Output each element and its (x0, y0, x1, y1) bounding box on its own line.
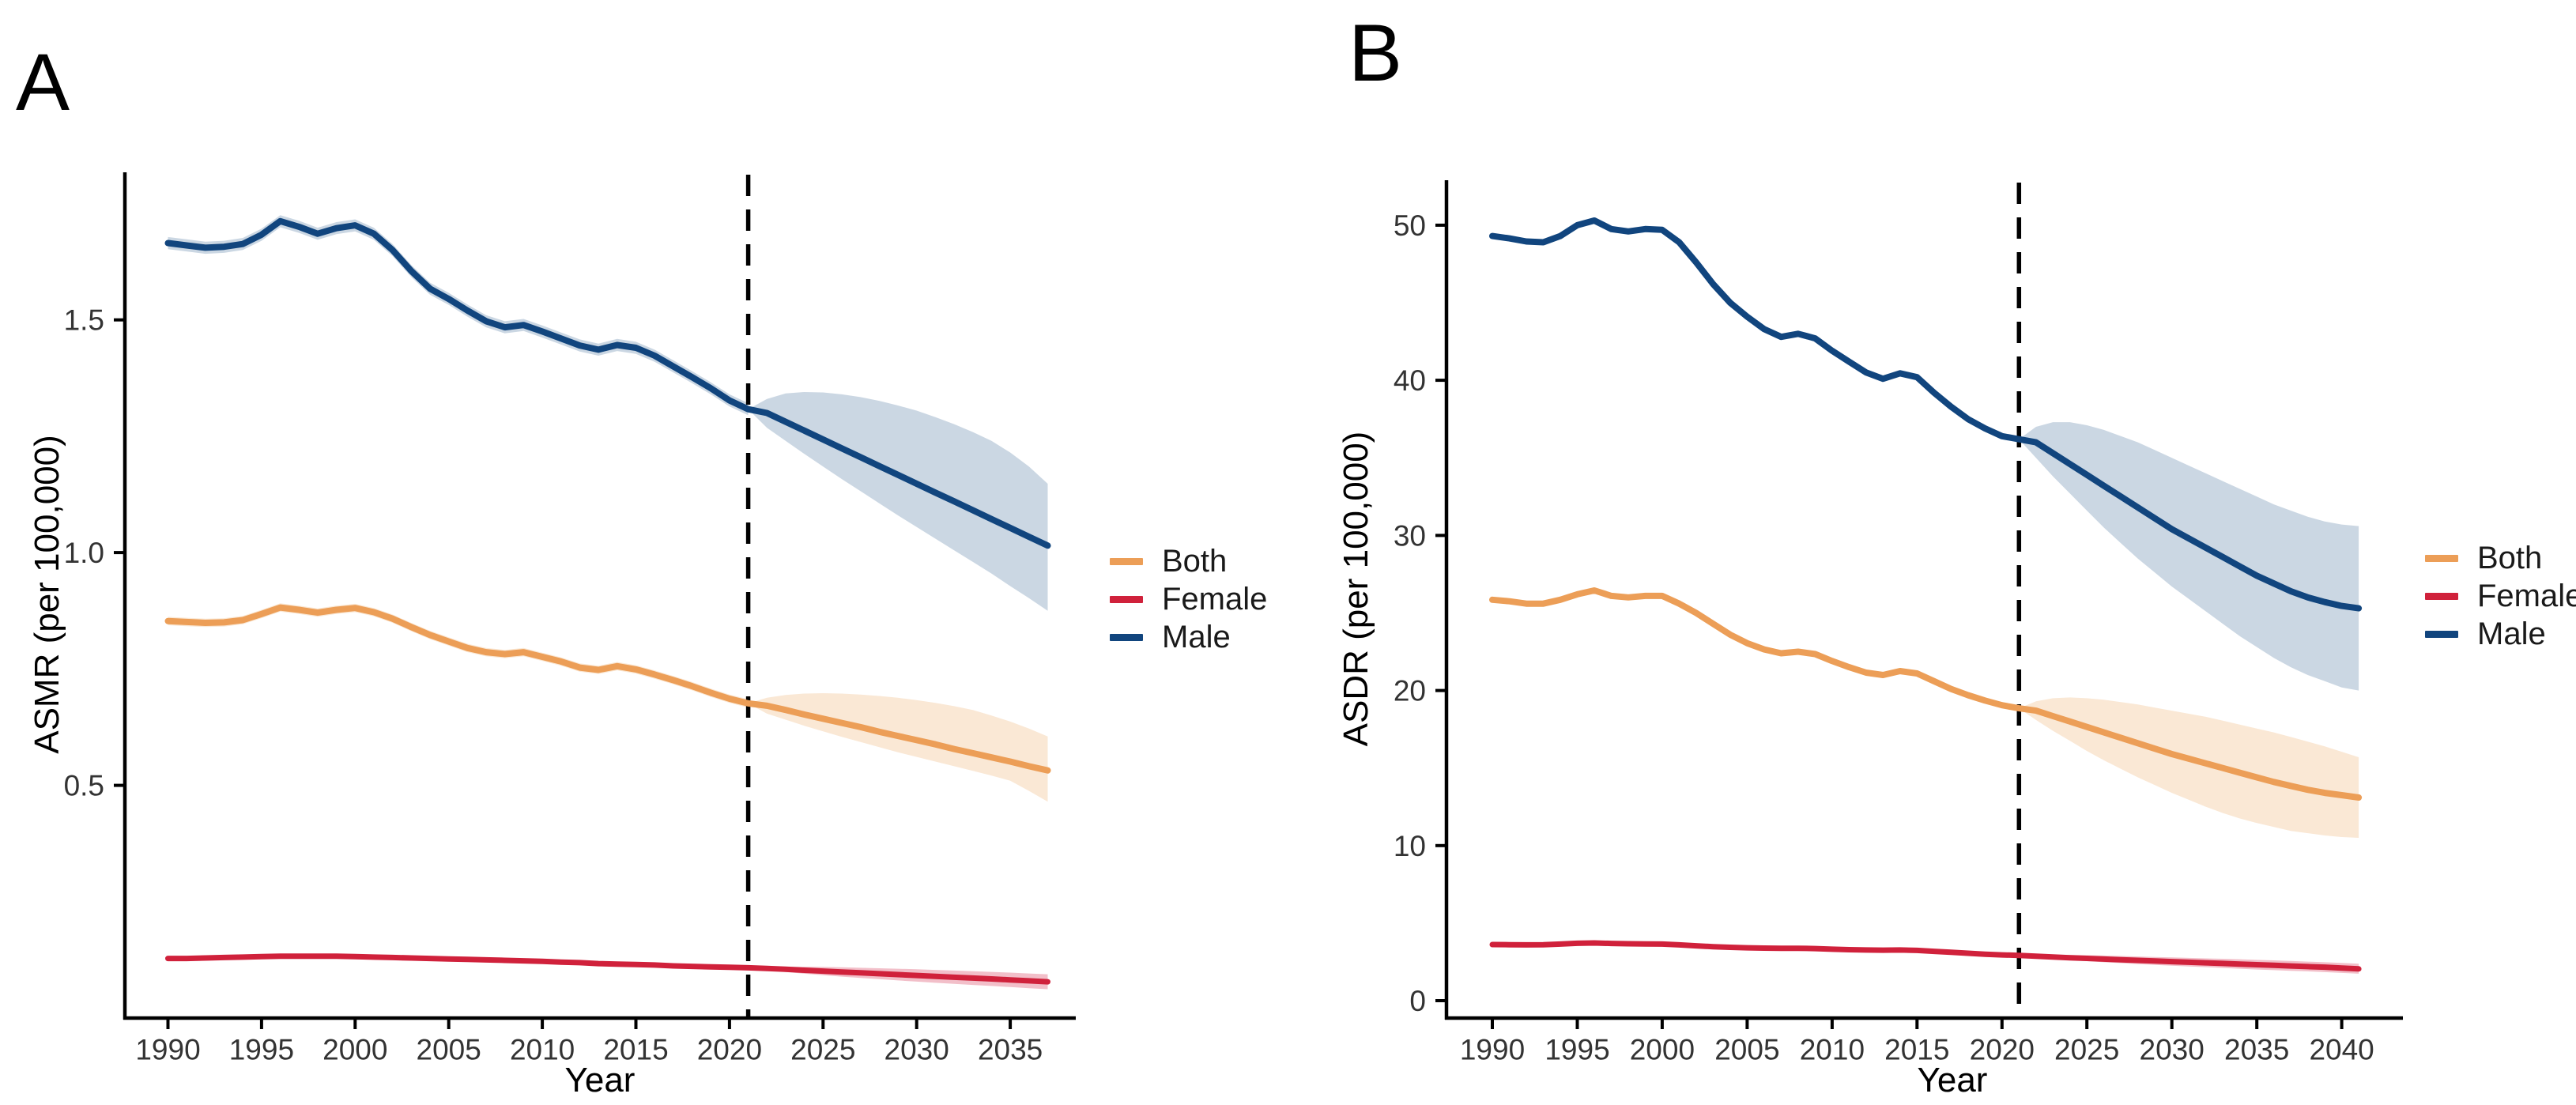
svg-text:2010: 2010 (1800, 1033, 1865, 1065)
svg-text:2000: 2000 (1630, 1033, 1695, 1065)
svg-text:0.5: 0.5 (64, 770, 104, 802)
legend-item-male: Male (2425, 615, 2576, 653)
svg-text:2005: 2005 (1714, 1033, 1779, 1065)
legend-item-female: Female (2425, 577, 2576, 615)
svg-text:1995: 1995 (1544, 1033, 1609, 1065)
svg-text:2030: 2030 (2140, 1033, 2204, 1065)
svg-text:2040: 2040 (2309, 1033, 2374, 1065)
svg-text:50: 50 (1394, 209, 1426, 242)
legend-item-both: Both (2425, 539, 2576, 577)
svg-text:2015: 2015 (1884, 1033, 1949, 1065)
panel-a-x-axis-title: Year (564, 1061, 636, 1099)
legend-label-female: Female (1162, 582, 1268, 617)
panel-b-label: B (1348, 8, 1403, 98)
svg-text:2035: 2035 (978, 1033, 1043, 1065)
female-line-swatch-icon (1110, 595, 1143, 603)
male-line-swatch-icon (2425, 630, 2458, 638)
svg-text:1.0: 1.0 (64, 537, 104, 569)
both-line-swatch-icon (1110, 557, 1143, 565)
svg-text:2015: 2015 (603, 1033, 668, 1065)
male-line-swatch-icon (1110, 633, 1143, 641)
svg-text:2025: 2025 (2054, 1033, 2119, 1065)
legend-item-female: Female (1110, 580, 1267, 618)
svg-text:1990: 1990 (135, 1033, 200, 1065)
svg-text:30: 30 (1394, 519, 1426, 552)
female-line-swatch-icon (2425, 592, 2458, 600)
svg-text:1.5: 1.5 (64, 304, 104, 337)
panel-a-y-axis-title: ASMR (per 100,000) (28, 435, 66, 754)
legend-label-female: Female (2477, 579, 2576, 613)
svg-text:2010: 2010 (510, 1033, 575, 1065)
svg-text:1995: 1995 (229, 1033, 294, 1065)
legend-item-both: Both (1110, 542, 1267, 580)
svg-text:40: 40 (1394, 364, 1426, 397)
panel-b-legend: Both Female Male (2425, 539, 2576, 653)
legend-label-both: Both (1162, 544, 1228, 579)
svg-text:1990: 1990 (1460, 1033, 1525, 1065)
legend-label-both: Both (2477, 541, 2543, 575)
svg-text:2000: 2000 (322, 1033, 387, 1065)
legend-label-male: Male (1162, 620, 1231, 654)
panel-b-x-axis-title: Year (1917, 1061, 1988, 1099)
svg-text:20: 20 (1394, 675, 1426, 707)
svg-text:2005: 2005 (417, 1033, 481, 1065)
legend-item-male: Male (1110, 618, 1267, 656)
svg-text:0: 0 (1409, 985, 1426, 1017)
panel-a-legend: Both Female Male (1110, 542, 1267, 656)
panel-a-label: A (16, 37, 70, 127)
svg-text:2020: 2020 (697, 1033, 762, 1065)
svg-text:2030: 2030 (884, 1033, 949, 1065)
svg-text:2025: 2025 (790, 1033, 855, 1065)
svg-text:2020: 2020 (1970, 1033, 2035, 1065)
svg-text:10: 10 (1394, 830, 1426, 862)
legend-label-male: Male (2477, 617, 2546, 651)
svg-text:2035: 2035 (2224, 1033, 2289, 1065)
panel-b-y-axis-title: ASDR (per 100,000) (1337, 431, 1375, 747)
both-line-swatch-icon (2425, 554, 2458, 562)
